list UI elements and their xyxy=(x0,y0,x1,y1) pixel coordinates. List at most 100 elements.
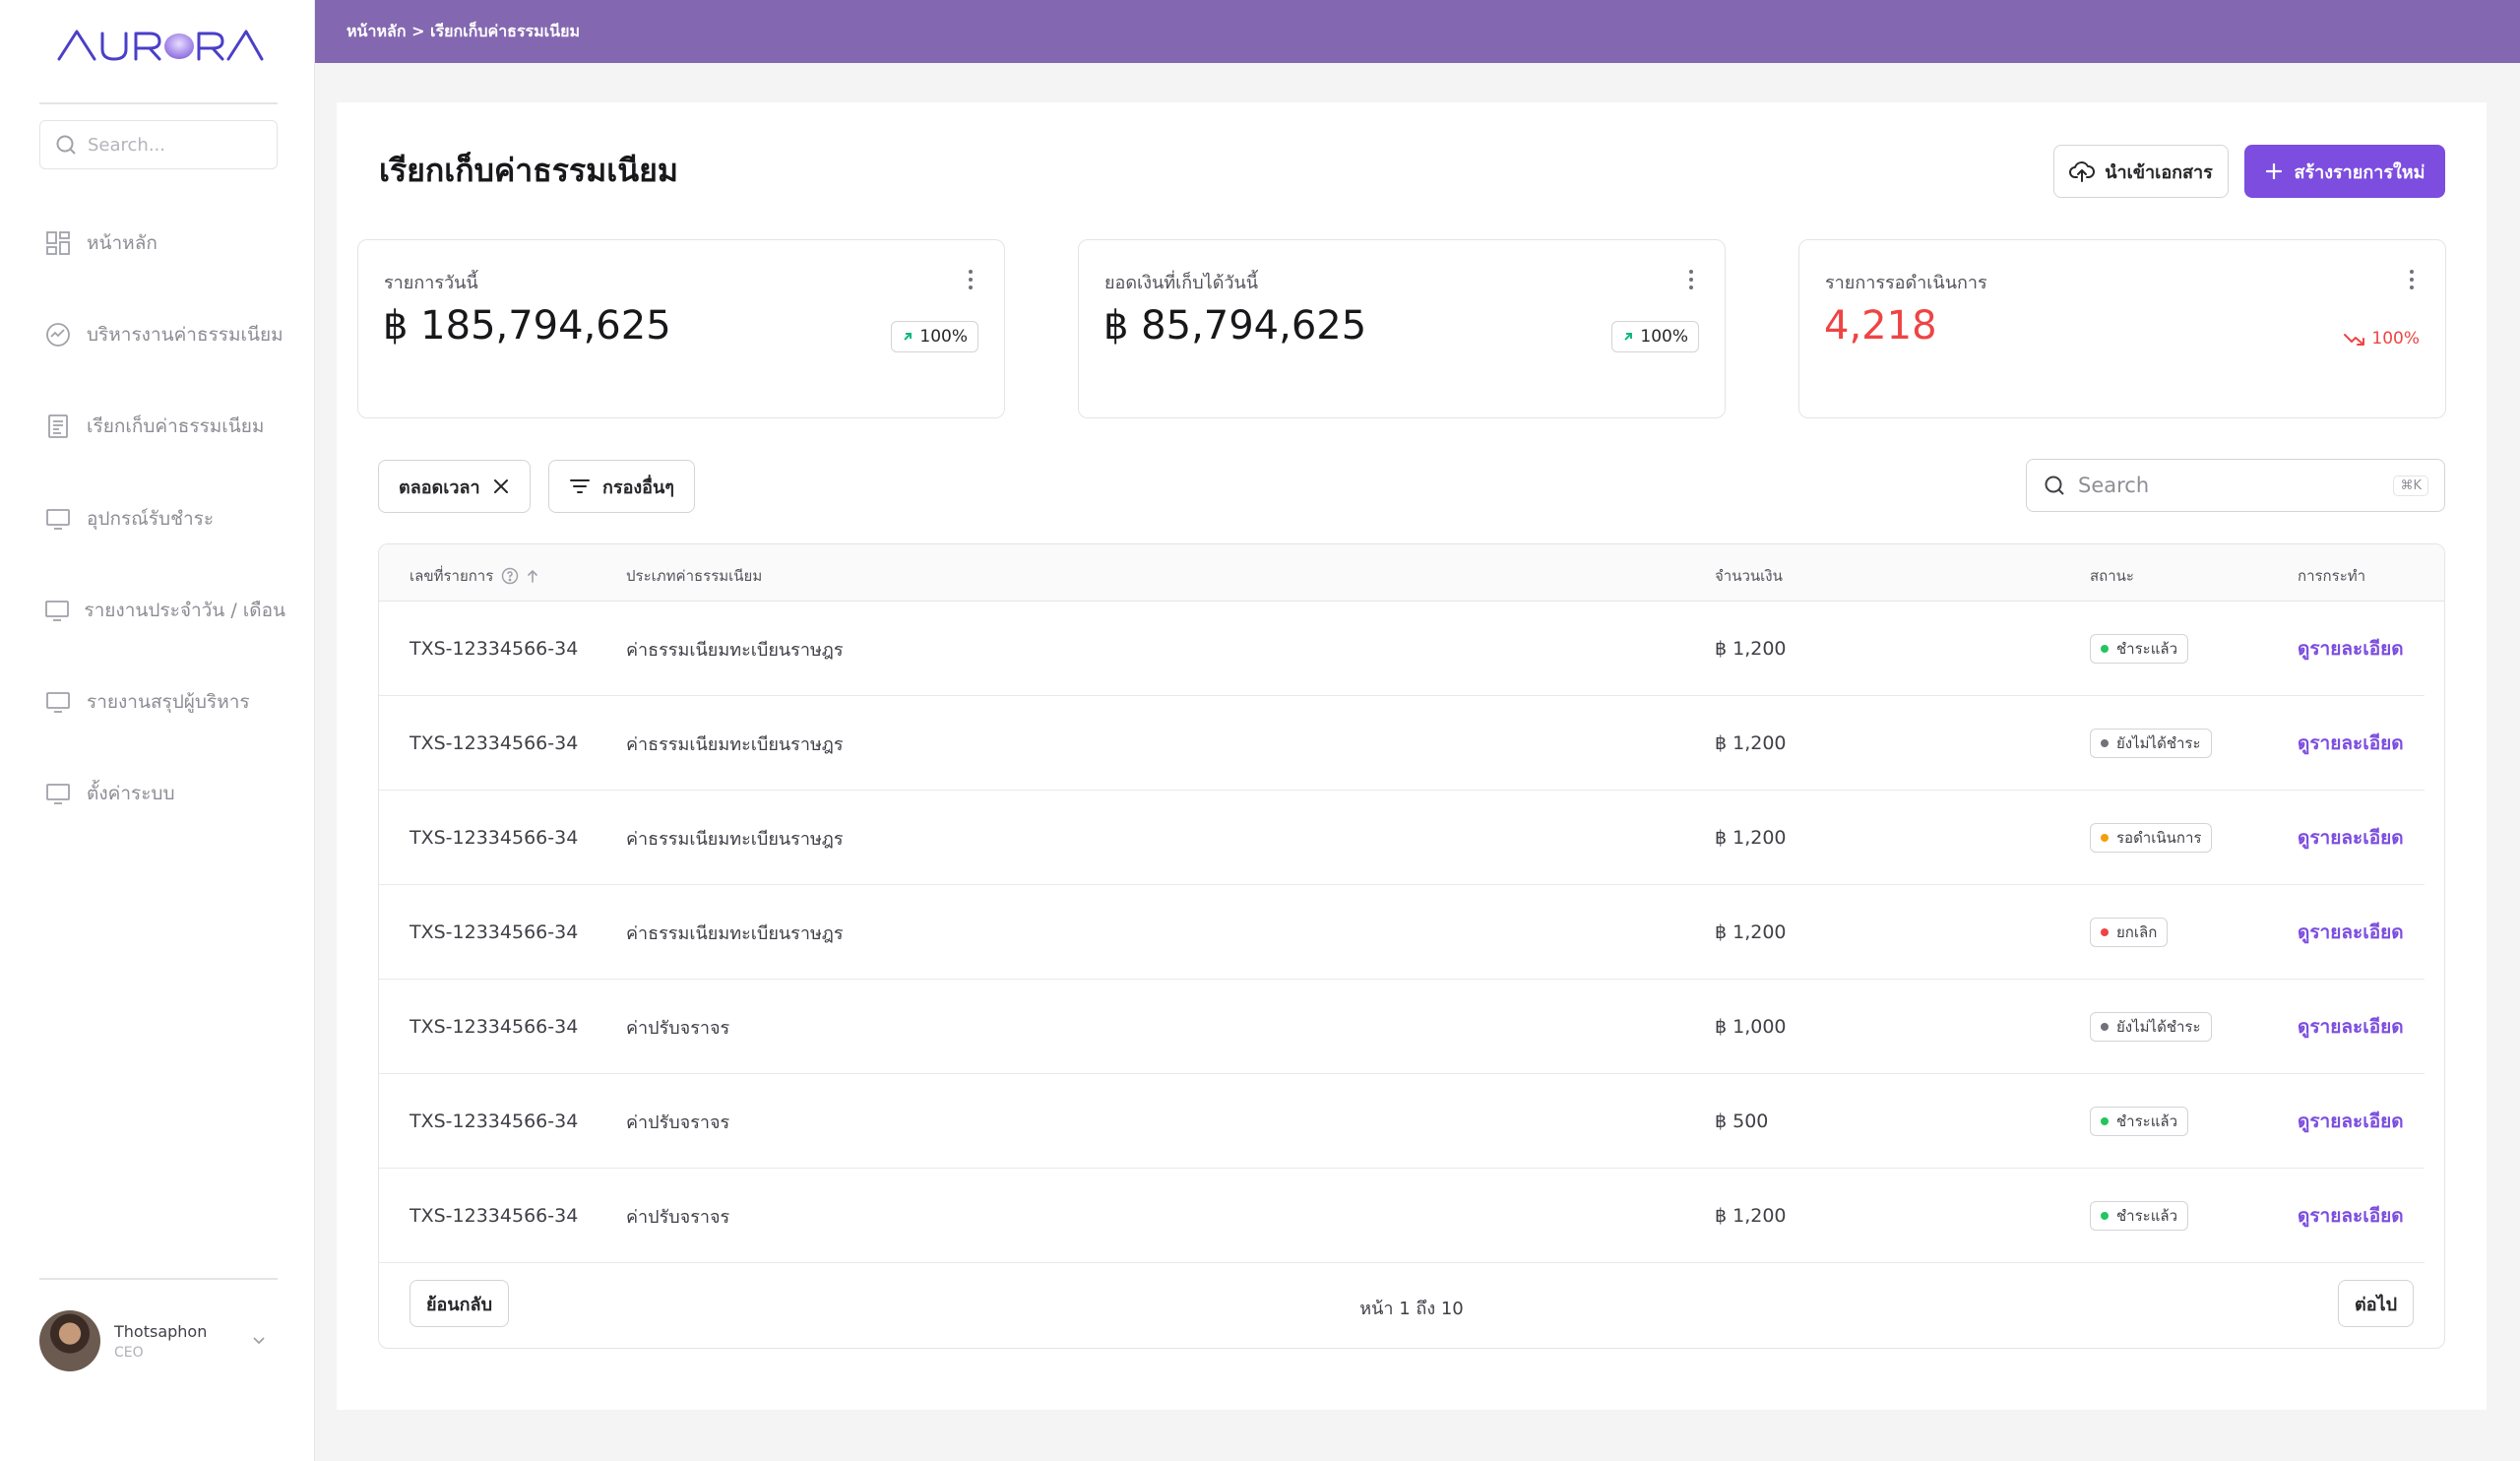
chevron-down-icon[interactable] xyxy=(250,1331,268,1349)
more-filters-label: กรองอื่นๆ xyxy=(602,476,674,498)
row-amount: ฿ 1,200 xyxy=(1715,827,1787,849)
view-details-link[interactable]: ดูรายละเอียด xyxy=(2298,827,2404,849)
trend-value: 100% xyxy=(1640,327,1688,347)
status-dot xyxy=(2101,928,2109,936)
table-row: TXS-12334566-34 ค่าธรรมเนียมทะเบียนราษฎร… xyxy=(379,602,2425,696)
sidebar-item-daily-monthly-report[interactable]: รายงานประจำวัน / เดือน xyxy=(39,564,285,656)
stat-label: รายการรอดำเนินการ xyxy=(1825,273,1987,293)
row-type: ค่าธรรมเนียมทะเบียนราษฎร xyxy=(626,639,844,661)
status-dot xyxy=(2101,1117,2109,1125)
stat-value: 4,218 xyxy=(1824,303,1937,349)
close-icon[interactable] xyxy=(492,477,510,495)
view-details-link[interactable]: ดูรายละเอียด xyxy=(2298,1016,2404,1038)
sidebar-item-home[interactable]: หน้าหลัก xyxy=(39,197,285,288)
status-label: ชำระแล้ว xyxy=(2116,1112,2177,1130)
status-badge: ชำระแล้ว xyxy=(2090,634,2188,664)
table-search[interactable]: ⌘K xyxy=(2026,459,2445,512)
page-title: เรียกเก็บค่าธรรมเนียม xyxy=(379,152,678,189)
row-id: TXS-12334566-34 xyxy=(410,1111,579,1132)
stat-card-pending-items: รายการรอดำเนินการ 4,218 100% xyxy=(1798,239,2446,418)
keyboard-shortcut-badge: ⌘K xyxy=(2393,475,2428,496)
row-status: ชำระแล้ว xyxy=(2090,1074,2188,1169)
table-header: เลขที่รายการ ประเภทค่าธรรมเนียม จำนวนเงิ… xyxy=(379,544,2444,602)
more-vertical-icon[interactable] xyxy=(1687,268,1695,291)
trend-down-icon xyxy=(2344,334,2365,346)
row-action: ดูรายละเอียด xyxy=(2298,980,2404,1074)
chart-circle-icon xyxy=(43,320,73,349)
row-amount: ฿ 1,200 xyxy=(1715,921,1787,943)
import-document-button[interactable]: นำเข้าเอกสาร xyxy=(2053,145,2229,198)
sidebar-item-label: ตั้งค่าระบบ xyxy=(87,783,175,805)
row-type: ค่าธรรมเนียมทะเบียนราษฎร xyxy=(626,828,844,850)
status-badge: รอดำเนินการ xyxy=(2090,823,2213,853)
row-type: ค่าธรรมเนียมทะเบียนราษฎร xyxy=(626,733,844,755)
view-details-link[interactable]: ดูรายละเอียด xyxy=(2298,732,2404,754)
status-label: ยกเลิก xyxy=(2116,923,2158,941)
view-details-link[interactable]: ดูรายละเอียด xyxy=(2298,1111,2404,1132)
help-circle-icon[interactable] xyxy=(501,567,519,585)
next-page-button[interactable]: ต่อไป xyxy=(2338,1280,2414,1327)
table-row: TXS-12334566-34 ค่าธรรมเนียมทะเบียนราษฎร… xyxy=(379,696,2425,791)
arrow-up-icon[interactable] xyxy=(527,569,538,583)
filter-chip-all-time[interactable]: ตลอดเวลา xyxy=(378,460,531,513)
row-amount: ฿ 500 xyxy=(1715,1111,1769,1132)
row-status: ยกเลิก xyxy=(2090,885,2169,980)
row-status: ชำระแล้ว xyxy=(2090,602,2188,696)
sidebar-search-input[interactable] xyxy=(88,134,265,156)
table-search-input[interactable] xyxy=(2078,474,2394,497)
row-action: ดูรายละเอียด xyxy=(2298,1074,2404,1169)
previous-page-button[interactable]: ย้อนกลับ xyxy=(410,1280,510,1327)
filter-lines-icon xyxy=(570,479,590,493)
stat-card-collected-today: ยอดเงินที่เก็บได้วันนี้ ฿ 85,794,625 100… xyxy=(1078,239,1726,418)
column-header-label: การกระทำ xyxy=(2298,567,2366,585)
column-header-id[interactable]: เลขที่รายการ xyxy=(410,564,538,588)
sidebar-divider xyxy=(39,1278,278,1280)
avatar xyxy=(39,1310,100,1371)
column-header-label: จำนวนเงิน xyxy=(1715,567,1783,585)
more-vertical-icon[interactable] xyxy=(2408,268,2416,291)
row-amount: ฿ 1,200 xyxy=(1715,732,1787,754)
create-new-button[interactable]: สร้างรายการใหม่ xyxy=(2244,145,2445,198)
status-dot xyxy=(2101,645,2109,653)
sidebar-item-label: อุปกรณ์รับชำระ xyxy=(87,507,215,530)
column-header-action: การกระทำ xyxy=(2298,564,2365,588)
row-status: รอดำเนินการ xyxy=(2090,791,2213,885)
monitor-icon xyxy=(43,779,73,808)
view-details-link[interactable]: ดูรายละเอียด xyxy=(2298,1205,2404,1227)
aurora-logo[interactable] xyxy=(57,22,264,69)
monitor-icon xyxy=(43,504,73,534)
sidebar-item-fee-collection[interactable]: เรียกเก็บค่าธรรมเนียม xyxy=(39,381,285,473)
sidebar-item-fee-management[interactable]: บริหารงานค่าธรรมเนียม xyxy=(39,288,285,380)
user-profile[interactable]: Thotsaphon CEO xyxy=(39,1309,278,1372)
trend-badge: 100% xyxy=(1611,321,1699,352)
sidebar-search[interactable] xyxy=(39,120,278,169)
monitor-icon xyxy=(43,596,70,625)
status-label: ยังไม่ได้ชำระ xyxy=(2116,734,2201,752)
stat-label: ยอดเงินที่เก็บได้วันนี้ xyxy=(1104,273,1259,293)
table-pagination: ย้อนกลับ หน้า 1 ถึง 10 ต่อไป xyxy=(379,1266,2444,1348)
row-amount: ฿ 1,000 xyxy=(1715,1016,1787,1038)
sidebar-item-executive-report[interactable]: รายงานสรุปผู้บริหาร xyxy=(39,656,285,747)
more-filters-button[interactable]: กรองอื่นๆ xyxy=(548,460,695,513)
sidebar-item-settings[interactable]: ตั้งค่าระบบ xyxy=(39,748,285,840)
plus-icon xyxy=(2266,162,2283,180)
trend-badge: 100% xyxy=(2344,323,2420,354)
row-status: ชำระแล้ว xyxy=(2090,1169,2188,1263)
column-header-label: สถานะ xyxy=(2090,567,2134,585)
view-details-link[interactable]: ดูรายละเอียด xyxy=(2298,921,2404,943)
view-details-link[interactable]: ดูรายละเอียด xyxy=(2298,638,2404,660)
column-header-type: ประเภทค่าธรรมเนียม xyxy=(626,564,762,588)
row-action: ดูรายละเอียด xyxy=(2298,1169,2404,1263)
status-label: ชำระแล้ว xyxy=(2116,1207,2177,1225)
fees-table: เลขที่รายการ ประเภทค่าธรรมเนียม จำนวนเงิ… xyxy=(378,543,2445,1349)
breadcrumb[interactable]: หน้าหลัก > เรียกเก็บค่าธรรมเนียม xyxy=(346,21,581,40)
row-status: ยังไม่ได้ชำระ xyxy=(2090,696,2212,791)
status-label: รอดำเนินการ xyxy=(2116,829,2202,847)
sidebar-item-payment-devices[interactable]: อุปกรณ์รับชำระ xyxy=(39,473,285,564)
filter-chip-label: ตลอดเวลา xyxy=(399,476,480,498)
row-id: TXS-12334566-34 xyxy=(410,827,579,849)
more-vertical-icon[interactable] xyxy=(967,268,975,291)
stat-card-today-items: รายการวันนี้ ฿ 185,794,625 100% xyxy=(357,239,1005,418)
document-icon xyxy=(43,412,73,441)
search-icon xyxy=(2045,476,2064,495)
